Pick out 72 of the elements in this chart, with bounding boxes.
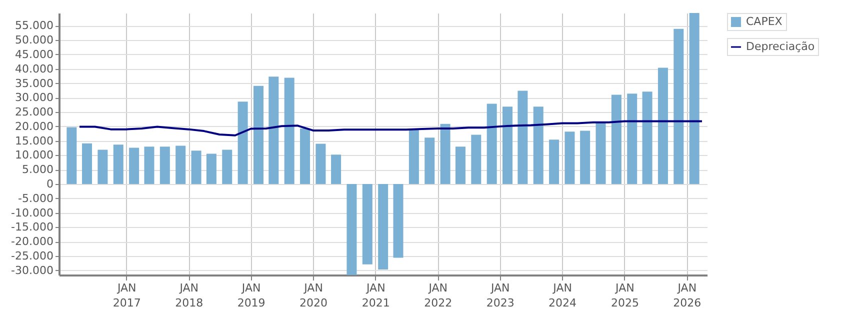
bar xyxy=(160,146,170,184)
bar xyxy=(346,184,357,275)
y-tick-label: 20.000 xyxy=(15,120,54,133)
x-tick-label: JAN 2017 xyxy=(112,282,141,310)
x-tick-label: JAN 2025 xyxy=(610,282,639,310)
bar xyxy=(66,127,77,184)
bar xyxy=(611,94,622,184)
x-tick-label: JAN 2023 xyxy=(486,282,514,310)
y-tick-label: 40.000 xyxy=(15,62,54,76)
bar xyxy=(393,184,404,258)
bar xyxy=(331,154,342,184)
bar xyxy=(176,146,186,184)
bar xyxy=(658,68,668,184)
bar xyxy=(674,28,684,184)
y-tick-label: 35.000 xyxy=(15,76,54,90)
bar xyxy=(378,184,388,270)
x-tick-label: JAN 2020 xyxy=(300,282,328,310)
y-tick-label: -15.000 xyxy=(11,220,54,234)
bar xyxy=(82,143,92,184)
bar xyxy=(408,130,419,184)
bar xyxy=(627,94,638,184)
bar xyxy=(455,146,466,184)
y-tick-label: -10.000 xyxy=(11,206,54,220)
y-tick-label: -20.000 xyxy=(11,235,54,248)
bar xyxy=(549,140,560,184)
legend-label: Depreciação xyxy=(746,40,815,53)
y-tick-label: 50.000 xyxy=(15,34,54,47)
x-tick-label: JAN 2022 xyxy=(424,282,452,310)
x-tick-label: JAN 2026 xyxy=(673,282,702,310)
y-tick-label: 0 xyxy=(46,178,54,191)
bar xyxy=(440,124,450,184)
bar xyxy=(300,128,310,184)
bar xyxy=(596,122,606,184)
bar xyxy=(284,78,294,184)
y-tick-label: 45.000 xyxy=(15,48,54,61)
bar xyxy=(98,150,108,184)
x-tick-label: JAN 2018 xyxy=(175,282,204,310)
x-tick-label: JAN 2019 xyxy=(237,282,266,310)
bar xyxy=(113,144,124,184)
bar xyxy=(316,144,326,184)
bar xyxy=(129,148,140,184)
y-tick-label: 30.000 xyxy=(15,91,54,104)
bar xyxy=(222,150,232,184)
bar xyxy=(486,104,497,184)
bar xyxy=(424,138,435,184)
bar xyxy=(689,13,700,184)
y-tick-label: -30.000 xyxy=(11,264,54,277)
y-tick-label: 10.000 xyxy=(15,148,54,162)
x-tick-label: JAN 2024 xyxy=(548,282,577,310)
bar xyxy=(144,146,154,184)
y-tick-label: 55.000 xyxy=(15,19,54,32)
y-tick-label: -25.000 xyxy=(11,250,54,262)
y-tick-label: 25.000 xyxy=(15,106,54,119)
bar xyxy=(268,76,279,184)
bar xyxy=(533,106,544,184)
x-tick-label: JAN 2021 xyxy=(362,282,390,310)
bar xyxy=(362,184,372,264)
bar xyxy=(518,90,528,184)
bar xyxy=(253,86,264,184)
bar xyxy=(238,102,248,184)
legend-label: CAPEX xyxy=(746,15,783,28)
bar xyxy=(471,134,482,184)
bar xyxy=(580,130,590,184)
y-tick-label: 5.000 xyxy=(22,163,54,176)
bar xyxy=(206,154,216,184)
bar xyxy=(191,150,202,184)
bar xyxy=(502,106,513,184)
bar xyxy=(642,92,652,184)
y-tick-label: 15.000 xyxy=(15,134,54,148)
bar xyxy=(564,132,575,184)
line-series xyxy=(78,120,703,136)
y-tick-label: -5.000 xyxy=(18,192,54,205)
